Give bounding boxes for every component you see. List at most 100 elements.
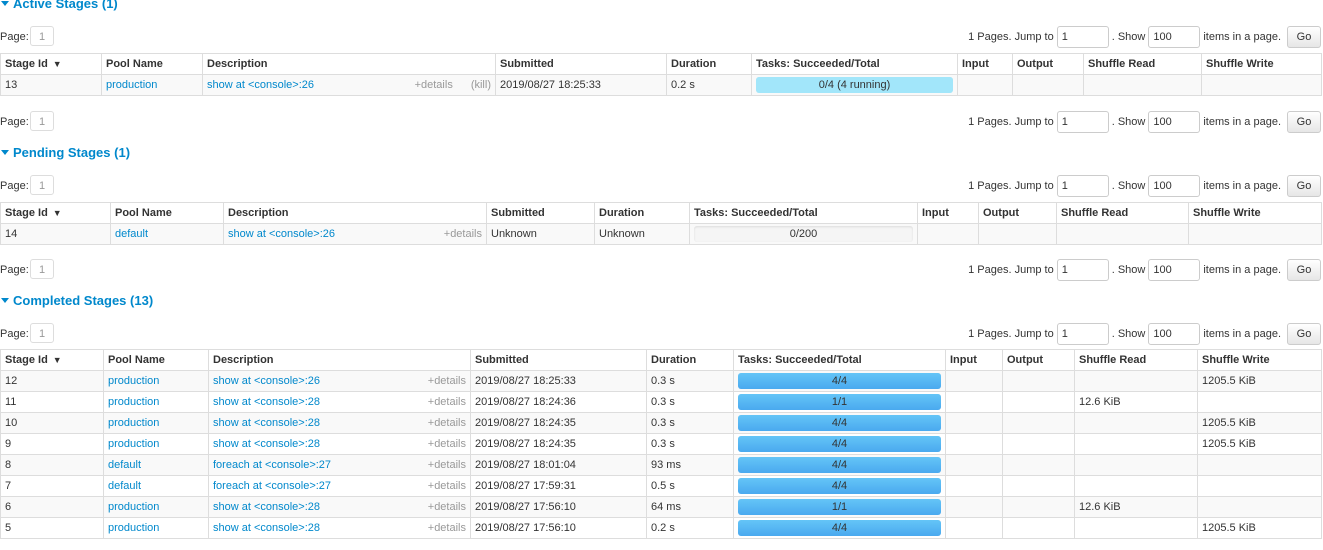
column-header-shuffle-read[interactable]: Shuffle Read	[1074, 349, 1198, 371]
go-button[interactable]: Go	[1287, 111, 1321, 133]
pool-link[interactable]: production	[108, 417, 160, 429]
shuffle-read-value: 12.6 KiB	[1079, 501, 1121, 513]
column-header-stage-id[interactable]: Stage Id ▼	[0, 349, 104, 371]
column-header-input[interactable]: Input	[917, 202, 979, 224]
description-link[interactable]: show at <console>:26	[207, 79, 315, 91]
column-header-description[interactable]: Description	[223, 202, 487, 224]
go-button[interactable]: Go	[1287, 323, 1321, 345]
pool-link[interactable]: production	[106, 79, 158, 91]
jump-to-page-input[interactable]	[1056, 26, 1109, 48]
page-size-input[interactable]	[1148, 323, 1201, 345]
column-header-stage-id[interactable]: Stage Id ▼	[0, 202, 111, 224]
jump-to-page-input[interactable]	[1056, 259, 1109, 281]
column-header-submitted[interactable]: Submitted	[486, 202, 595, 224]
pool-link[interactable]: default	[108, 459, 142, 471]
column-header-label: Output	[1007, 354, 1044, 366]
pager-controls: 1 Pages. Jump to . Show items in a page. Go	[968, 175, 1321, 197]
details-toggle[interactable]: +details	[427, 522, 466, 534]
column-header-stage-id[interactable]: Stage Id ▼	[0, 53, 102, 75]
pager-controls: 1 Pages. Jump to . Show items in a page. Go	[968, 259, 1321, 281]
description-link[interactable]: show at <console>:28	[213, 438, 321, 450]
page-number-button[interactable]: 1	[30, 259, 54, 279]
column-header-tasks[interactable]: Tasks: Succeeded/Total	[751, 53, 958, 75]
page-number-button[interactable]: 1	[30, 111, 54, 131]
column-header-submitted[interactable]: Submitted	[495, 53, 667, 75]
column-header-pool-name[interactable]: Pool Name	[103, 349, 209, 371]
column-header-pool-name[interactable]: Pool Name	[101, 53, 203, 75]
jump-to-page-input[interactable]	[1056, 111, 1109, 133]
column-header-shuffle-write[interactable]: Shuffle Write	[1188, 202, 1322, 224]
section-toggle[interactable]: Completed Stages (13)	[0, 293, 153, 308]
column-header-output[interactable]: Output	[1002, 349, 1075, 371]
description-wrap: show at <console>:28 +details	[213, 438, 466, 450]
column-header-input[interactable]: Input	[945, 349, 1003, 371]
submitted-time: 2019/08/27 18:24:36	[475, 396, 576, 408]
column-header-duration[interactable]: Duration	[594, 202, 690, 224]
details-toggle[interactable]: +details	[427, 396, 466, 408]
pool-link[interactable]: production	[108, 375, 160, 387]
details-toggle[interactable]: +details	[443, 228, 482, 240]
column-header-duration[interactable]: Duration	[646, 349, 734, 371]
description-link[interactable]: show at <console>:28	[213, 396, 321, 408]
page-number-button[interactable]: 1	[30, 323, 54, 343]
kill-link[interactable]: (kill)	[470, 79, 491, 91]
column-header-output[interactable]: Output	[978, 202, 1057, 224]
details-toggle[interactable]: +details	[427, 480, 466, 492]
page-size-input[interactable]	[1148, 175, 1201, 197]
description-link[interactable]: foreach at <console>:27	[213, 459, 332, 471]
description-link[interactable]: show at <console>:28	[213, 417, 321, 429]
details-toggle[interactable]: +details	[427, 417, 466, 429]
column-header-pool-name[interactable]: Pool Name	[110, 202, 224, 224]
pool-link[interactable]: default	[108, 480, 142, 492]
cell-duration: 0.2 s	[646, 517, 734, 539]
column-header-tasks[interactable]: Tasks: Succeeded/Total	[733, 349, 946, 371]
column-header-description[interactable]: Description	[202, 53, 496, 75]
jump-to-page-input[interactable]	[1056, 323, 1109, 345]
section-toggle[interactable]: Pending Stages (1)	[0, 145, 130, 160]
go-button[interactable]: Go	[1287, 175, 1321, 197]
description-link[interactable]: foreach at <console>:27	[213, 480, 332, 492]
description-link[interactable]: show at <console>:28	[213, 522, 321, 534]
details-toggle[interactable]: +details	[414, 79, 453, 91]
cell-output	[1002, 412, 1075, 434]
details-toggle[interactable]: +details	[427, 501, 466, 513]
description-link[interactable]: show at <console>:26	[213, 375, 321, 387]
details-toggle[interactable]: +details	[427, 438, 466, 450]
details-toggle[interactable]: +details	[427, 459, 466, 471]
description-link[interactable]: show at <console>:26	[228, 228, 336, 240]
cell-shuffle-read	[1074, 475, 1198, 497]
column-header-label: Submitted	[500, 58, 554, 70]
go-button[interactable]: Go	[1287, 26, 1321, 48]
column-header-shuffle-write[interactable]: Shuffle Write	[1197, 349, 1322, 371]
column-header-submitted[interactable]: Submitted	[470, 349, 647, 371]
description-wrap: show at <console>:26 +details (kill)	[207, 79, 491, 91]
page-number-button[interactable]: 1	[30, 26, 54, 46]
description-link[interactable]: show at <console>:28	[213, 501, 321, 513]
go-button[interactable]: Go	[1287, 259, 1321, 281]
column-header-duration[interactable]: Duration	[666, 53, 752, 75]
page-size-input[interactable]	[1148, 259, 1201, 281]
column-header-shuffle-write[interactable]: Shuffle Write	[1201, 53, 1322, 75]
shuffle-read-value: 12.6 KiB	[1079, 396, 1121, 408]
tasks-text: 0/4 (4 running)	[818, 79, 891, 91]
pool-link[interactable]: production	[108, 501, 160, 513]
pool-link[interactable]: production	[108, 396, 160, 408]
pager-controls: 1 Pages. Jump to . Show items in a page. Go	[968, 26, 1321, 48]
pool-link[interactable]: production	[108, 438, 160, 450]
details-toggle[interactable]: +details	[427, 375, 466, 387]
column-header-description[interactable]: Description	[208, 349, 471, 371]
column-header-output[interactable]: Output	[1012, 53, 1084, 75]
column-header-shuffle-read[interactable]: Shuffle Read	[1056, 202, 1189, 224]
jump-to-page-input[interactable]	[1056, 175, 1109, 197]
page-size-input[interactable]	[1148, 111, 1201, 133]
column-header-shuffle-read[interactable]: Shuffle Read	[1083, 53, 1202, 75]
cell-tasks: 4/4	[733, 517, 946, 539]
pool-link[interactable]: production	[108, 522, 160, 534]
page-size-input[interactable]	[1148, 26, 1201, 48]
cell-input	[945, 454, 1003, 476]
pool-link[interactable]: default	[115, 228, 149, 240]
column-header-tasks[interactable]: Tasks: Succeeded/Total	[689, 202, 918, 224]
page-number-button[interactable]: 1	[30, 175, 54, 195]
section-toggle[interactable]: Active Stages (1)	[0, 0, 118, 11]
column-header-input[interactable]: Input	[957, 53, 1013, 75]
